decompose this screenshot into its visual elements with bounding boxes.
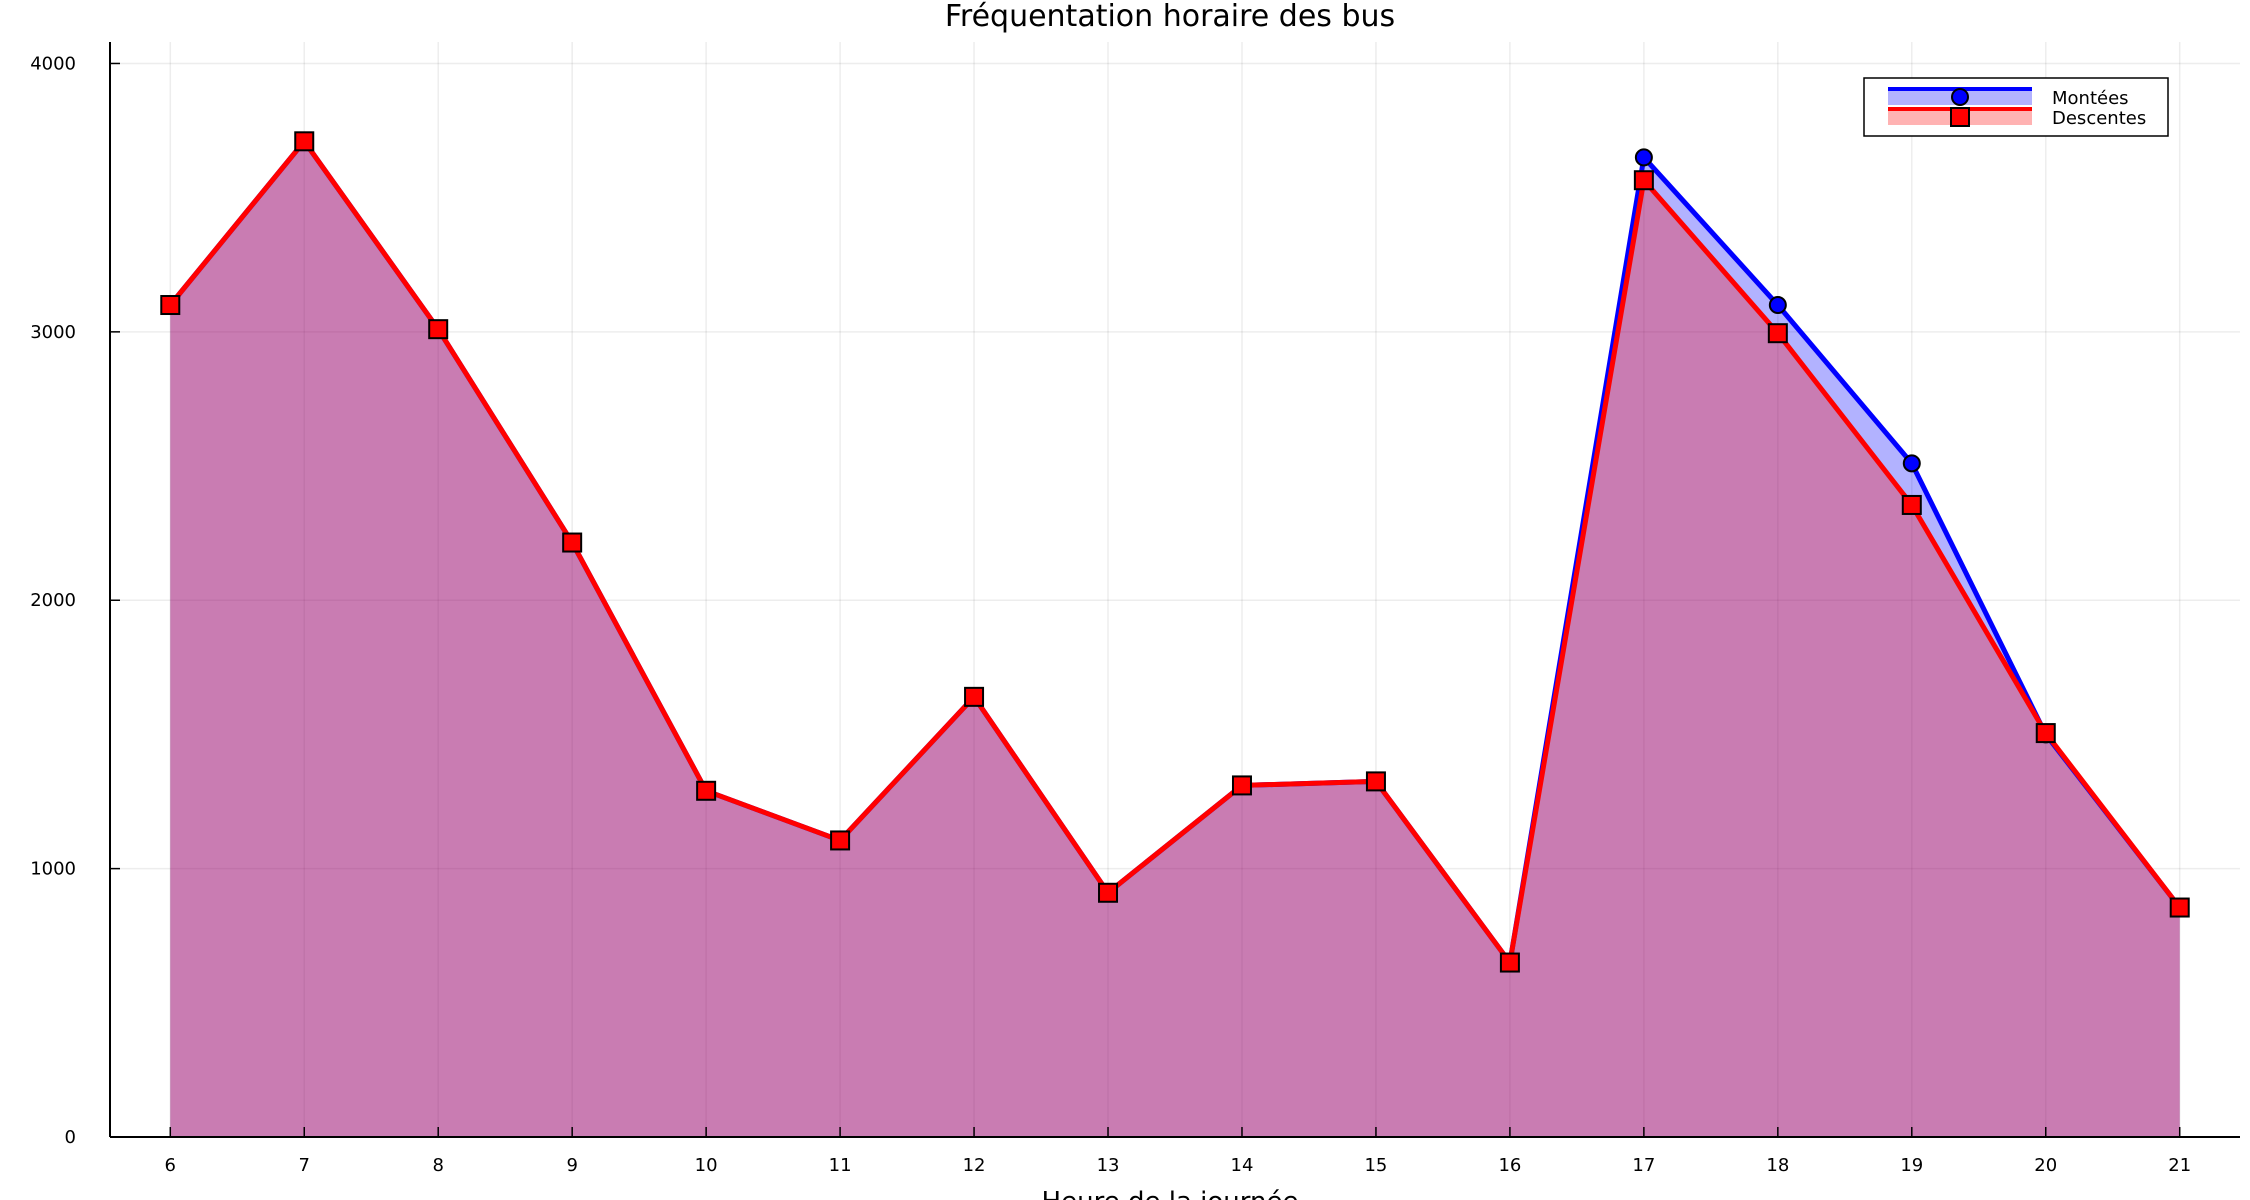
x-tick-label: 18 xyxy=(1766,1155,1789,1176)
data-point xyxy=(160,295,181,316)
data-point xyxy=(1901,494,1922,515)
data-point xyxy=(696,780,717,801)
x-tick-label: 19 xyxy=(1900,1155,1923,1176)
data-point xyxy=(830,830,851,851)
legend-marker xyxy=(1951,88,1969,106)
x-tick-label: 14 xyxy=(1231,1155,1254,1176)
series-area-2 xyxy=(170,141,2180,1138)
data-point xyxy=(1902,454,1921,473)
y-tick-label: 4000 xyxy=(30,53,76,74)
data-point xyxy=(1231,775,1252,796)
series-lines xyxy=(168,138,2182,966)
x-tick-label: 16 xyxy=(1498,1155,1521,1176)
x-tick-label: 15 xyxy=(1364,1155,1387,1176)
x-tick-label: 12 xyxy=(963,1155,986,1176)
x-tick-label: 7 xyxy=(299,1155,310,1176)
series-markers xyxy=(160,131,2190,973)
y-tick-label: 3000 xyxy=(30,322,76,343)
x-tick-label: 21 xyxy=(2168,1155,2191,1176)
x-tick-label: 13 xyxy=(1097,1155,1120,1176)
legend-label: Descentes xyxy=(2052,108,2146,129)
x-tick-label: 10 xyxy=(695,1155,718,1176)
data-point xyxy=(1365,771,1386,792)
data-point xyxy=(1634,148,1653,167)
axes xyxy=(109,42,2240,1138)
series-areas xyxy=(170,141,2180,1138)
y-tick-label: 0 xyxy=(65,1127,76,1148)
x-tick-label: 17 xyxy=(1632,1155,1655,1176)
x-tick-label: 11 xyxy=(829,1155,852,1176)
data-point xyxy=(1768,296,1787,315)
series-line-2 xyxy=(168,138,2182,966)
x-tick-label: 9 xyxy=(566,1155,577,1176)
y-tick-label: 1000 xyxy=(30,859,76,880)
x-tick-label: 8 xyxy=(432,1155,443,1176)
x-tick-label: 20 xyxy=(2034,1155,2057,1176)
data-point xyxy=(428,319,449,340)
x-tick-label: 6 xyxy=(165,1155,176,1176)
data-point xyxy=(2169,897,2190,918)
data-point xyxy=(964,686,985,707)
legend-label: Montées xyxy=(2052,88,2129,109)
data-point xyxy=(1767,323,1788,344)
data-point xyxy=(1499,952,1520,973)
data-point xyxy=(2035,723,2056,744)
data-point xyxy=(562,532,583,553)
x-axis-label: Heure de la journée xyxy=(1042,1187,1299,1200)
data-point xyxy=(1098,882,1119,903)
data-point xyxy=(1633,170,1654,191)
y-tick-label: 2000 xyxy=(30,590,76,611)
series-area-1 xyxy=(170,141,2180,1138)
chart-title: Fréquentation horaire des bus xyxy=(945,0,1395,34)
legend-marker xyxy=(1950,107,1970,127)
data-point xyxy=(294,131,315,152)
tick-labels: 6 7 8 9 10 11 12 13 14 15 16 17 18 19 20 21 0 1000 2000 300… xyxy=(30,53,2191,1176)
